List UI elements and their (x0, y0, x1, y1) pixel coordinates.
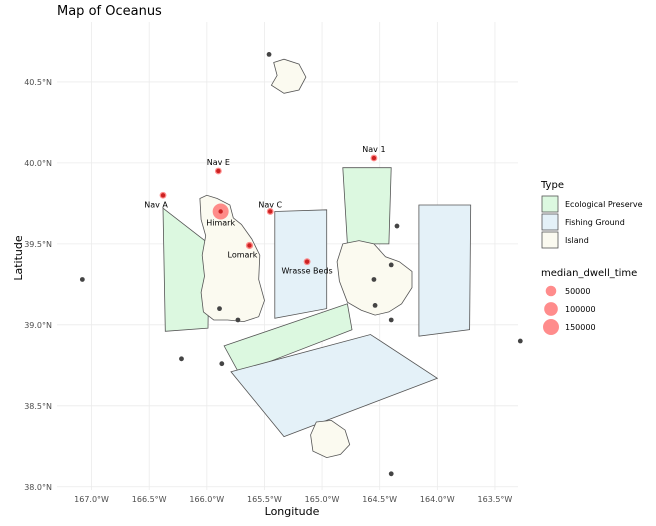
fishing-ground-shape (274, 209, 328, 319)
legend-size-circle (545, 285, 557, 297)
legend-type: Type Ecological Preserve Fishing Ground Is… (540, 180, 643, 249)
x-tick-label: 166.5°W (132, 495, 167, 504)
location-point (517, 338, 523, 344)
legend-size-label: 100000 (565, 305, 596, 314)
location-point (371, 155, 377, 161)
location-point (79, 277, 85, 282)
x-tick-label: 164.0°W (420, 495, 455, 504)
location-point (388, 317, 394, 323)
ecological-preserve-shape (162, 207, 210, 332)
x-tick-label: 167.0°W (74, 495, 109, 504)
ecological-preserve-shape (342, 167, 392, 245)
x-axis-title: Longitude (265, 505, 320, 518)
y-axis-title: Latitude (12, 235, 25, 281)
location-label: Nav 1 (362, 145, 385, 154)
point-layer: Nav 1 Nav E Nav A Nav C Himark Lomark Wrasse B… (79, 51, 523, 477)
y-tick-label: 39.5°N (24, 240, 52, 249)
location-point (372, 302, 378, 308)
island-shape (310, 419, 351, 459)
location-point (217, 306, 222, 312)
legend-swatch (541, 195, 559, 213)
location-label: Lomark (228, 250, 258, 259)
fishing-ground-shape (230, 334, 439, 438)
location-point (388, 262, 394, 268)
legend-type-label: Ecological Preserve (565, 200, 643, 209)
x-tick-label: 165.0°W (305, 495, 340, 504)
location-point (304, 259, 310, 264)
location-point (216, 168, 221, 174)
x-tick-label: 166.0°W (189, 495, 224, 504)
legend-size-circle (543, 319, 559, 335)
location-label: Nav E (207, 158, 230, 167)
legend-size-circle (544, 302, 558, 316)
location-point (388, 471, 394, 477)
location-point (160, 193, 166, 198)
legend-type-label: Fishing Ground (565, 218, 625, 227)
chart-title: Map of Oceanus (57, 4, 162, 19)
legend-size-title: median_dwell_time (541, 268, 637, 279)
x-tick-label: 165.5°W (247, 495, 282, 504)
location-point (235, 317, 241, 323)
legend-type-label: Island (565, 236, 589, 245)
legend-swatch (541, 213, 559, 231)
legend-size-label: 50000 (565, 287, 590, 296)
y-tick-label: 40.5°N (24, 78, 52, 87)
location-label: Wrasse Beds (281, 267, 332, 276)
region-layer (162, 58, 472, 459)
location-label: Himark (206, 218, 235, 227)
location-point (268, 209, 273, 214)
location-point (179, 356, 184, 362)
legend-swatch (541, 231, 559, 249)
fishing-ground-shape (418, 204, 472, 337)
legend-size: median_dwell_time 50000 100000 150000 (541, 268, 637, 335)
x-tick-label: 163.5°W (478, 495, 513, 504)
y-tick-label: 39.0°N (24, 321, 52, 330)
location-point (219, 361, 225, 367)
location-label: Nav A (144, 200, 168, 209)
x-tick-label: 164.5°W (362, 495, 397, 504)
location-point (218, 209, 223, 214)
location-point (371, 277, 377, 282)
location-point (266, 51, 272, 57)
island-shape (270, 58, 307, 94)
y-tick-label: 38.5°N (24, 402, 52, 411)
legend-size-label: 150000 (565, 323, 596, 332)
location-point (394, 223, 400, 229)
ecological-preserve-shape (223, 303, 353, 374)
island-shape (199, 194, 265, 323)
y-tick-label: 38.0°N (24, 483, 52, 492)
legend-type-title: Type (540, 180, 564, 191)
y-tick-label: 40.0°N (24, 159, 52, 168)
tick-layer: 167.0°W 166.5°W 166.0°W 165.5°W 165.0°W 164.5… (24, 78, 512, 504)
location-label: Nav C (258, 200, 282, 209)
location-point (247, 243, 252, 248)
